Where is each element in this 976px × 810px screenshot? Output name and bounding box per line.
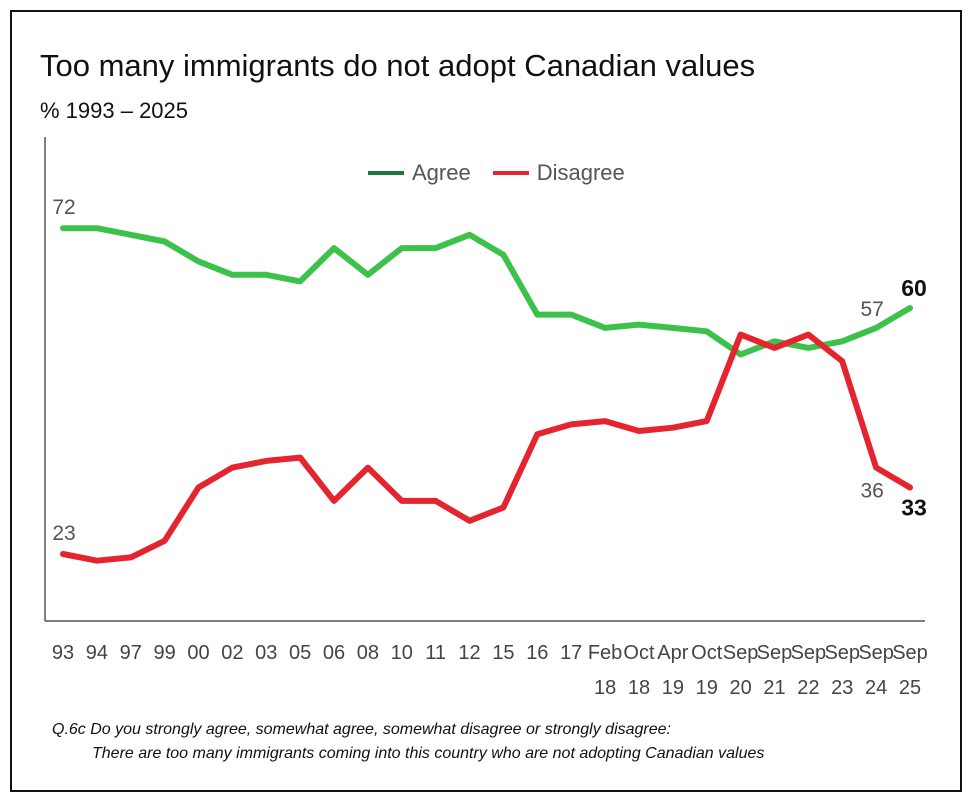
legend-swatch-agree [368,171,404,175]
x-tick-label-year: 25 [899,677,921,699]
x-tick-label-year: 19 [696,677,718,699]
legend-label-disagree: Disagree [536,160,625,185]
x-tick-label: 05 [289,642,311,664]
x-tick-label-year: 19 [662,677,684,699]
x-tick-label-year: 23 [831,677,853,699]
x-tick-label: 00 [187,642,209,664]
x-tick-label: 97 [120,642,142,664]
x-tick-label: 17 [560,642,582,664]
x-tick-label: Apr [657,642,688,664]
legend-swatch-disagree [492,171,529,175]
x-tick-label: Sep [892,642,928,664]
x-tick-label: Sep [757,642,793,664]
x-tick-label: 08 [357,642,379,664]
chart-frame [10,10,962,792]
footnote-question: Q.6c Do you strongly agree, somewhat agr… [52,721,671,738]
x-tick-label-year: 18 [594,677,616,699]
data-label-disagree: 23 [52,522,75,545]
x-tick-label: 06 [323,642,345,664]
footnote-statement: There are too many immigrants coming int… [92,745,765,762]
x-tick-label: 12 [458,642,480,664]
x-tick-label: Sep [858,642,894,664]
x-tick-label: 99 [154,642,176,664]
x-tick-label: 94 [86,642,108,664]
legend: Agree Disagree [368,160,647,186]
x-tick-label: 16 [526,642,548,664]
data-label-disagree: 33 [901,495,927,521]
x-tick-label-year: 20 [729,677,751,699]
chart-title: Too many immigrants do not adopt Canadia… [40,48,756,83]
series-line-disagree [60,331,913,564]
data-label-disagree: 36 [860,480,883,503]
data-label-agree: 57 [860,298,883,321]
footnote: Q.6c Do you strongly agree, somewhat agr… [52,718,764,766]
x-tick-label: Oct [623,642,655,664]
x-tick-label: 15 [492,642,514,664]
x-tick-label-year: 22 [797,677,819,699]
x-tick-label: 10 [391,642,413,664]
x-tick-label: Oct [691,642,723,664]
x-tick-label: Sep [791,642,827,664]
legend-item-agree: Agree [368,160,471,186]
x-tick-label: 11 [425,642,446,664]
data-label-agree: 72 [52,196,75,219]
chart-subtitle: % 1993 – 2025 [40,98,189,123]
legend-item-disagree: Disagree [492,160,625,186]
legend-label-agree: Agree [412,160,471,185]
x-tick-label-year: 18 [628,677,650,699]
series-line-agree [60,225,913,358]
x-tick-label: 03 [255,642,277,664]
x-tick-label: 93 [52,642,74,664]
x-tick-label: Sep [723,642,759,664]
x-tick-label: Sep [824,642,860,664]
x-tick-label: 02 [221,642,243,664]
data-label-agree: 60 [901,275,927,301]
x-tick-label: Feb [588,642,622,664]
x-tick-label-year: 24 [865,677,887,699]
x-tick-label-year: 21 [763,677,785,699]
